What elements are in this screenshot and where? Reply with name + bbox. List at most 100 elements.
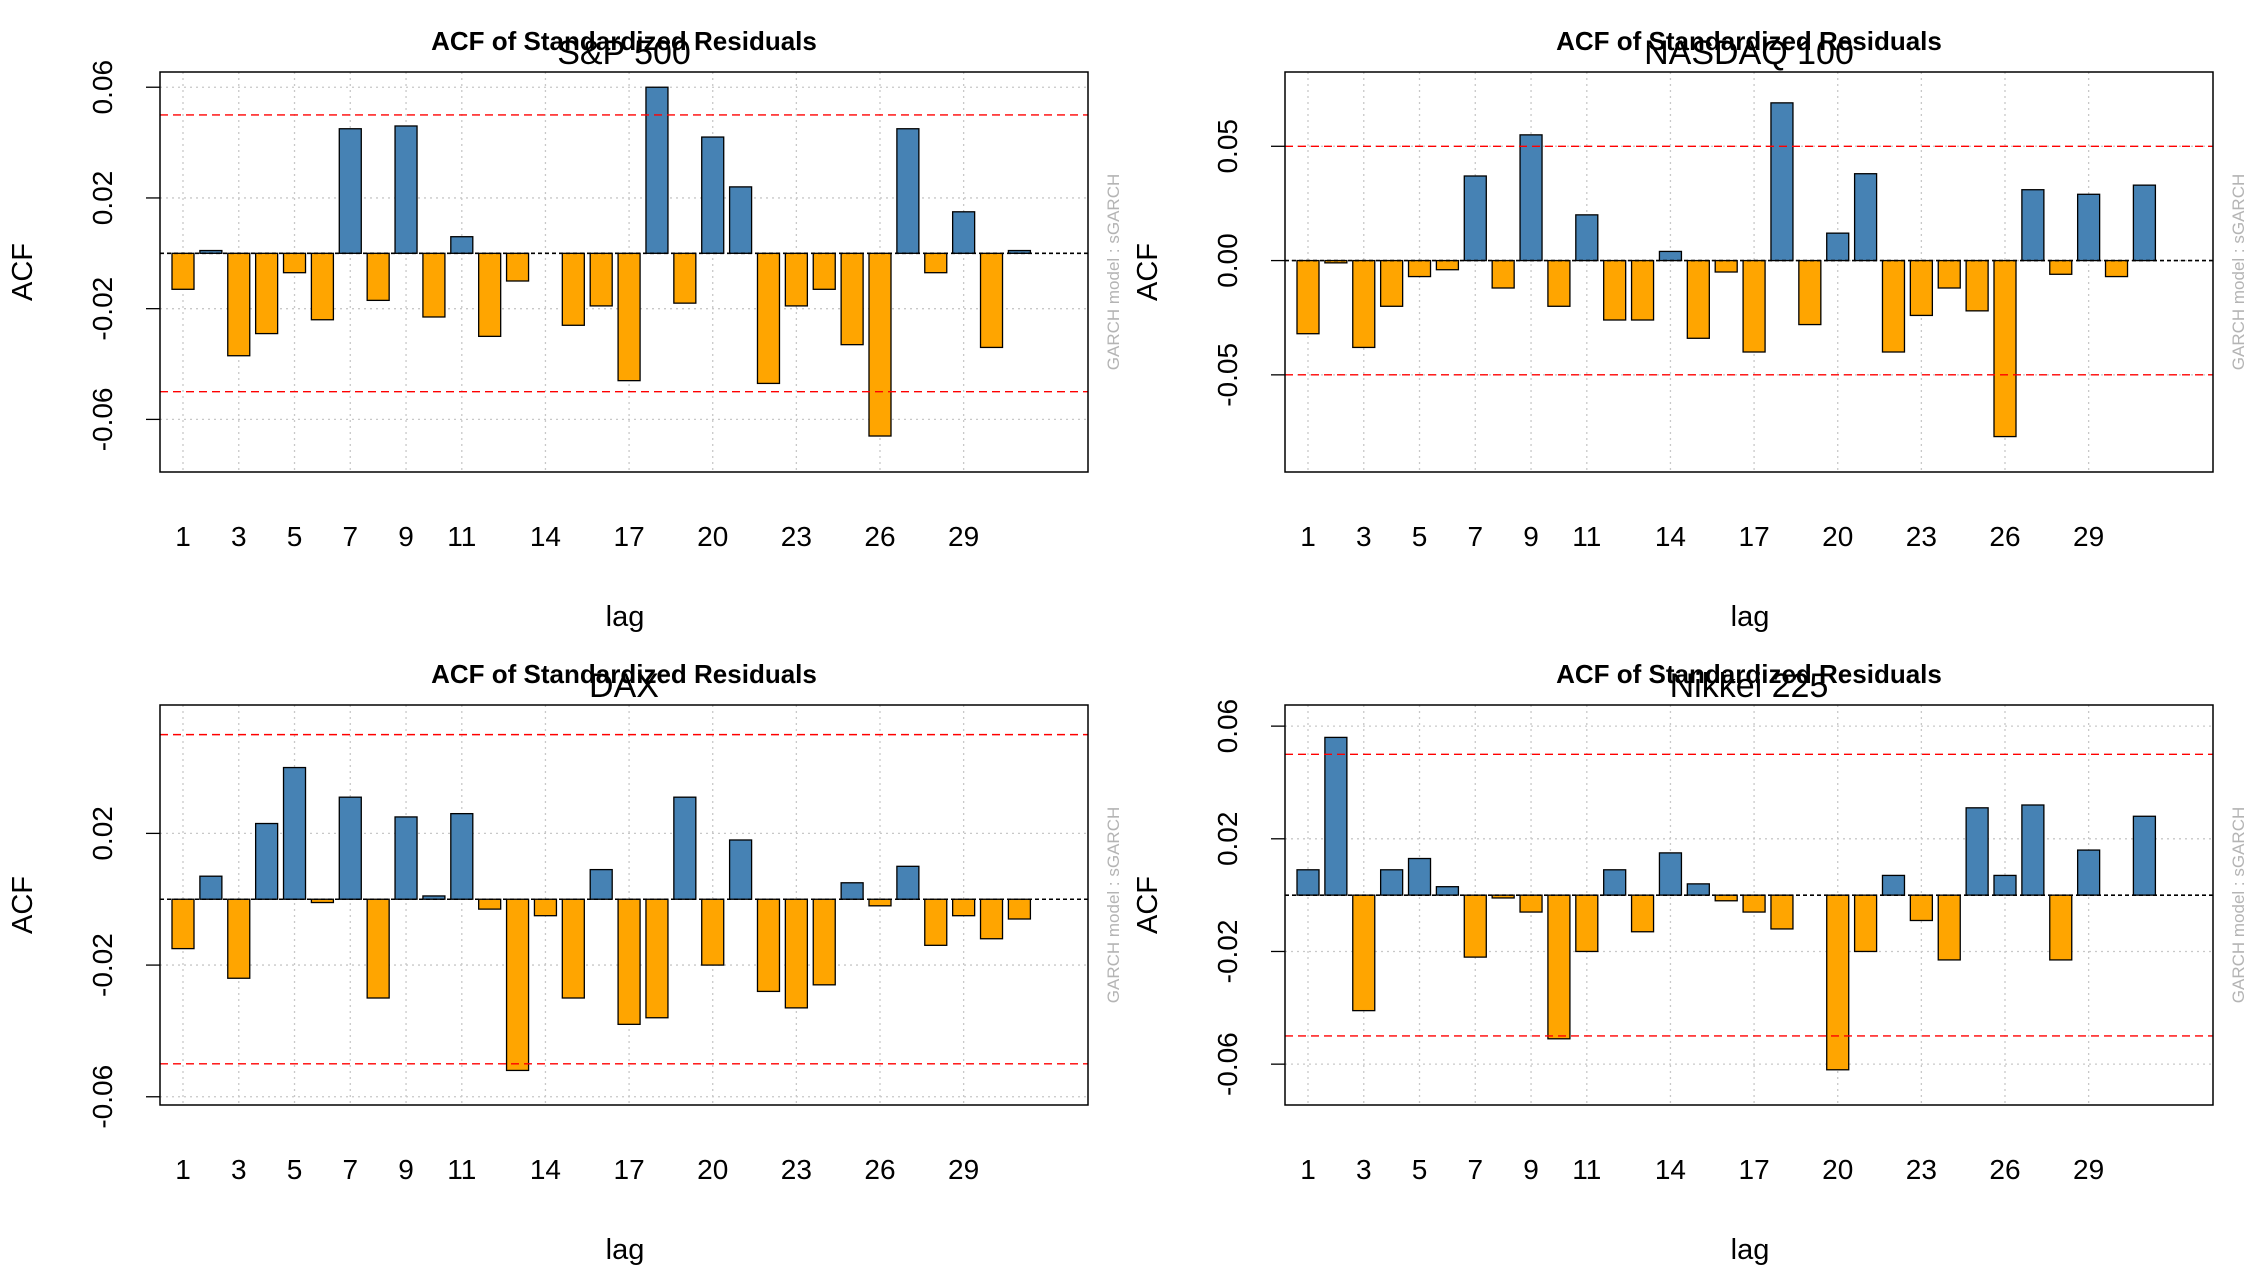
x-tick-label: 7 bbox=[1467, 1154, 1483, 1185]
acf-bar-lag-23 bbox=[784, 898, 809, 1009]
acf-bar-lag-19 bbox=[1798, 259, 1822, 326]
x-tick-label: 29 bbox=[948, 521, 979, 552]
chart-title: ACF of Standardized Residuals bbox=[1556, 26, 1942, 56]
plot-frame bbox=[159, 71, 1089, 473]
acf-bar-lag-28 bbox=[2049, 259, 2073, 275]
acf-bar-lag-6 bbox=[1435, 886, 1460, 896]
model-caption: GARCH model : sGARCH bbox=[2229, 174, 2248, 370]
x-axis-label: lag bbox=[1731, 601, 1770, 632]
acf-bar-lag-29 bbox=[2076, 849, 2101, 896]
acf-bar-lag-26 bbox=[868, 252, 892, 437]
acf-bar-lag-17 bbox=[1742, 259, 1766, 353]
x-tick-label: 17 bbox=[614, 521, 645, 552]
acf-bar-lag-1 bbox=[1296, 869, 1320, 896]
x-tick-label: 11 bbox=[1572, 1154, 1601, 1185]
acf-bar-lag-22 bbox=[756, 252, 781, 385]
acf-bar-lag-16 bbox=[589, 868, 613, 900]
acf-bar-lag-15 bbox=[1686, 883, 1710, 896]
x-tick-label: 26 bbox=[864, 1154, 895, 1185]
acf-bar-lag-8 bbox=[366, 898, 390, 999]
acf-bar-lag-25 bbox=[1965, 259, 1989, 312]
x-tick-label: 26 bbox=[864, 521, 895, 552]
acf-bar-lag-21 bbox=[728, 839, 753, 900]
x-tick-label: 1 bbox=[175, 1154, 191, 1185]
acf-bar-lag-31 bbox=[1007, 898, 1032, 920]
acf-bar-lag-21 bbox=[1853, 894, 1878, 953]
acf-bar-lag-15 bbox=[1686, 259, 1710, 339]
model-caption: GARCH model : sGARCH bbox=[1104, 807, 1123, 1003]
acf-bar-lag-1 bbox=[171, 898, 195, 950]
series-name: Nikkei 225 bbox=[1670, 667, 1829, 705]
acf-bar-lag-21 bbox=[728, 186, 753, 254]
acf-bar-lag-1 bbox=[1296, 259, 1320, 335]
x-tick-label: 29 bbox=[2073, 1154, 2104, 1185]
series-name: DAX bbox=[589, 667, 659, 705]
acf-bars bbox=[171, 86, 1032, 437]
acf-bar-lag-12 bbox=[478, 252, 502, 338]
x-tick-label: 23 bbox=[1906, 521, 1937, 552]
x-tick-label: 5 bbox=[1412, 521, 1428, 552]
y-tick-label: 0.06 bbox=[87, 60, 118, 115]
x-tick-label: 11 bbox=[447, 521, 476, 552]
y-tick-label: 0.05 bbox=[1212, 119, 1243, 174]
acf-bar-lag-16 bbox=[1714, 259, 1738, 273]
acf-bar-lag-9 bbox=[1519, 894, 1543, 913]
acf-bar-lag-9 bbox=[394, 125, 418, 254]
acf-bar-lag-15 bbox=[561, 252, 585, 326]
acf-bars bbox=[171, 766, 1032, 1072]
x-tick-label: 9 bbox=[398, 1154, 414, 1185]
acf-chart-svg: -0.05 0.00 0.05 1 3 5 7 9 11 14 17 20 23 26 29 lag ACF NA… bbox=[1132, 26, 2248, 633]
acf-bar-lag-18 bbox=[1770, 102, 1794, 262]
x-tick-label: 3 bbox=[231, 521, 247, 552]
acf-bar-lag-22 bbox=[1881, 259, 1906, 353]
acf-bar-lag-3 bbox=[227, 898, 251, 979]
acf-bar-lag-17 bbox=[617, 252, 641, 382]
x-tick-label: 1 bbox=[1300, 1154, 1316, 1185]
x-axis-label: lag bbox=[606, 1234, 645, 1265]
acf-bar-lag-20 bbox=[1826, 894, 1850, 1071]
x-tick-label: 7 bbox=[342, 521, 358, 552]
acf-bar-lag-3 bbox=[227, 252, 251, 357]
acf-bar-lag-8 bbox=[366, 252, 390, 302]
acf-panel-nasdaq100: -0.05 0.00 0.05 1 3 5 7 9 11 14 17 20 23 26 29 lag ACF NA… bbox=[1125, 0, 2250, 633]
acf-bar-lag-16 bbox=[1714, 894, 1738, 902]
x-tick-label: 9 bbox=[1523, 1154, 1539, 1185]
acf-chart-svg: -0.06 -0.02 0.02 1 3 5 7 9 11 14 17 20 23 26 29 lag ACF D… bbox=[7, 659, 1123, 1266]
x-tick-label: 5 bbox=[287, 1154, 303, 1185]
acf-bar-lag-29 bbox=[951, 211, 976, 254]
acf-bar-lag-11 bbox=[1575, 894, 1599, 953]
acf-bar-lag-4 bbox=[254, 822, 279, 900]
acf-bar-lag-3 bbox=[1352, 259, 1376, 349]
acf-bar-lag-8 bbox=[1491, 259, 1515, 289]
acf-bar-lag-7 bbox=[1463, 175, 1487, 262]
x-tick-label: 23 bbox=[781, 521, 812, 552]
acf-bar-lag-27 bbox=[2021, 189, 2045, 262]
x-tick-label: 29 bbox=[948, 1154, 979, 1185]
acf-bar-lag-14 bbox=[1658, 250, 1683, 262]
acf-bar-lag-5 bbox=[282, 252, 307, 274]
x-tick-label: 9 bbox=[1523, 521, 1539, 552]
acf-bar-lag-29 bbox=[2076, 193, 2101, 262]
acf-bar-lag-30 bbox=[979, 252, 1004, 349]
x-tick-label: 26 bbox=[1989, 521, 2020, 552]
acf-bar-lag-27 bbox=[896, 865, 920, 900]
x-tick-label: 20 bbox=[1822, 1154, 1853, 1185]
acf-bar-lag-12 bbox=[1603, 869, 1627, 896]
acf-bars bbox=[1296, 102, 2157, 438]
x-tick-label: 17 bbox=[614, 1154, 645, 1185]
acf-panel-nikkei225: -0.06 -0.02 0.02 0.06 1 3 5 7 9 11 14 17 20 23 26 29 lag… bbox=[1125, 633, 2250, 1266]
acf-bar-lag-24 bbox=[812, 898, 836, 986]
acf-bar-lag-31 bbox=[2132, 184, 2157, 262]
acf-bar-lag-20 bbox=[701, 136, 725, 254]
y-axis-label: ACF bbox=[7, 243, 39, 301]
plot-frame bbox=[1284, 704, 2214, 1106]
acf-bar-lag-4 bbox=[1379, 259, 1404, 307]
acf-bar-lag-28 bbox=[924, 898, 948, 946]
acf-bar-lag-17 bbox=[617, 898, 641, 1025]
acf-bar-lag-6 bbox=[1435, 259, 1460, 271]
x-tick-label: 11 bbox=[1572, 521, 1601, 552]
acf-bar-lag-5 bbox=[282, 766, 307, 900]
x-tick-label: 9 bbox=[398, 521, 414, 552]
acf-bar-lag-23 bbox=[1909, 259, 1934, 317]
